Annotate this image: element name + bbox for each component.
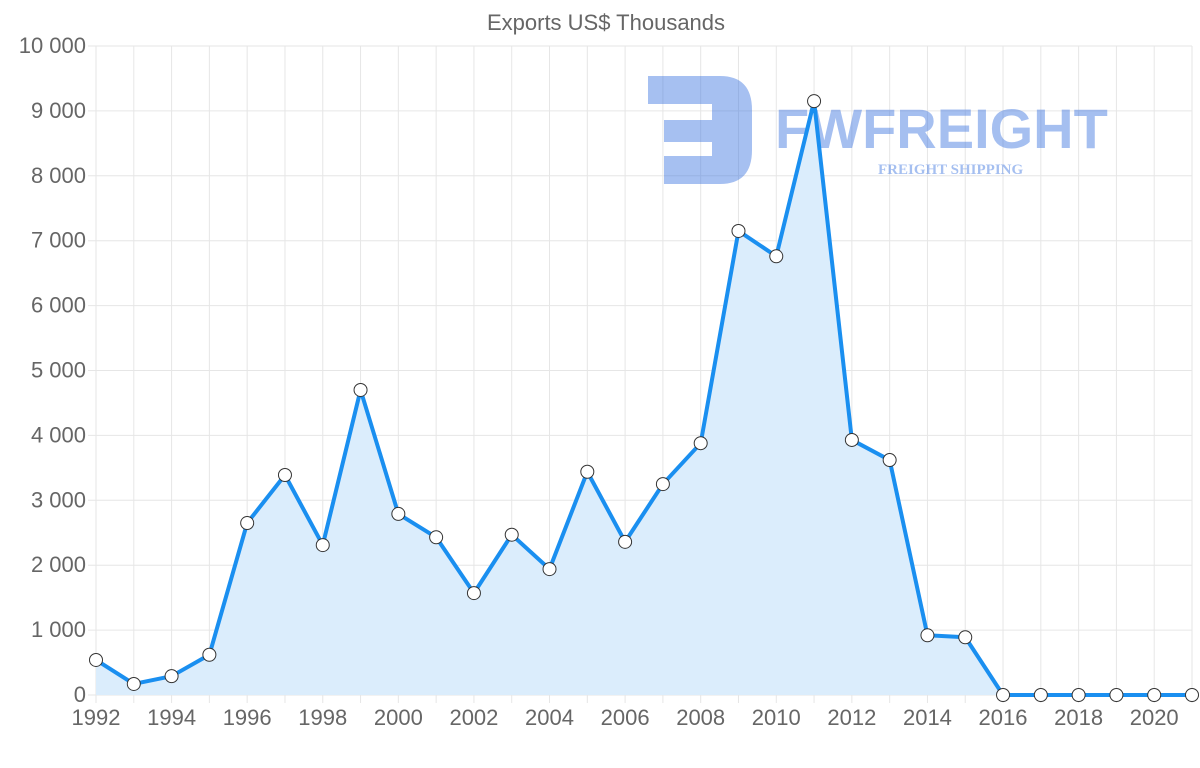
data-point	[277, 467, 292, 482]
y-tick-label: 9 000	[31, 98, 86, 123]
y-tick-label: 1 000	[31, 617, 86, 642]
x-tick-label: 2010	[752, 705, 801, 730]
plot-area	[89, 94, 1199, 702]
y-tick-label: 10 000	[19, 33, 86, 58]
data-point	[618, 534, 633, 549]
data-point	[429, 530, 444, 545]
data-point	[315, 538, 330, 553]
data-point	[202, 647, 217, 662]
x-tick-label: 1998	[298, 705, 347, 730]
data-point	[693, 436, 708, 451]
svg-text:FREIGHT SHIPPING: FREIGHT SHIPPING	[878, 162, 1023, 178]
chart-title: Exports US$ Thousands	[487, 10, 725, 35]
y-tick-label: 7 000	[31, 228, 86, 253]
data-point	[353, 382, 368, 397]
y-tick-label: 8 000	[31, 163, 86, 188]
data-point	[882, 453, 897, 468]
x-tick-label: 2008	[676, 705, 725, 730]
data-point	[996, 688, 1011, 702]
x-tick-label: 2020	[1130, 705, 1179, 730]
data-point	[920, 628, 935, 643]
y-tick-label: 6 000	[31, 293, 86, 318]
x-tick-label: 2004	[525, 705, 574, 730]
x-tick-label: 2000	[374, 705, 423, 730]
data-point	[89, 652, 103, 667]
x-tick-label: 2012	[827, 705, 876, 730]
data-point	[731, 223, 746, 238]
svg-text:FWFREIGHT: FWFREIGHT	[775, 97, 1108, 160]
area-fill	[96, 101, 1192, 696]
data-point	[164, 669, 179, 684]
x-tick-label: 2006	[601, 705, 650, 730]
data-point	[1033, 688, 1048, 702]
data-point	[958, 630, 973, 645]
y-tick-label: 5 000	[31, 358, 86, 383]
x-tick-label: 1992	[72, 705, 121, 730]
data-point	[807, 94, 822, 109]
data-point	[580, 464, 595, 479]
x-tick-label: 1994	[147, 705, 196, 730]
x-tick-label: 2014	[903, 705, 952, 730]
data-point	[844, 432, 859, 447]
data-point	[391, 506, 406, 521]
data-point	[1185, 688, 1199, 702]
x-tick-label: 2002	[449, 705, 498, 730]
y-tick-label: 3 000	[31, 487, 86, 512]
x-tick-label: 2016	[979, 705, 1028, 730]
data-point	[1147, 688, 1162, 702]
x-tick-label: 2018	[1054, 705, 1103, 730]
data-point	[504, 527, 519, 542]
data-point	[655, 477, 670, 492]
x-tick-label: 1996	[223, 705, 272, 730]
y-tick-label: 2 000	[31, 552, 86, 577]
y-tick-label: 0	[74, 682, 86, 707]
data-point	[769, 249, 784, 264]
data-point	[240, 516, 255, 531]
data-point	[542, 562, 557, 577]
data-point	[466, 586, 481, 601]
watermark-logo: FWFREIGHT FREIGHT SHIPPING	[648, 76, 1108, 184]
axes: 0 1 000 2 000 3 000 4 000 5 000 6 000 7 000 8 00…	[19, 33, 1179, 730]
y-tick-label: 4 000	[31, 422, 86, 447]
data-point	[1071, 688, 1086, 702]
data-point	[1109, 688, 1124, 702]
data-point	[126, 676, 141, 691]
